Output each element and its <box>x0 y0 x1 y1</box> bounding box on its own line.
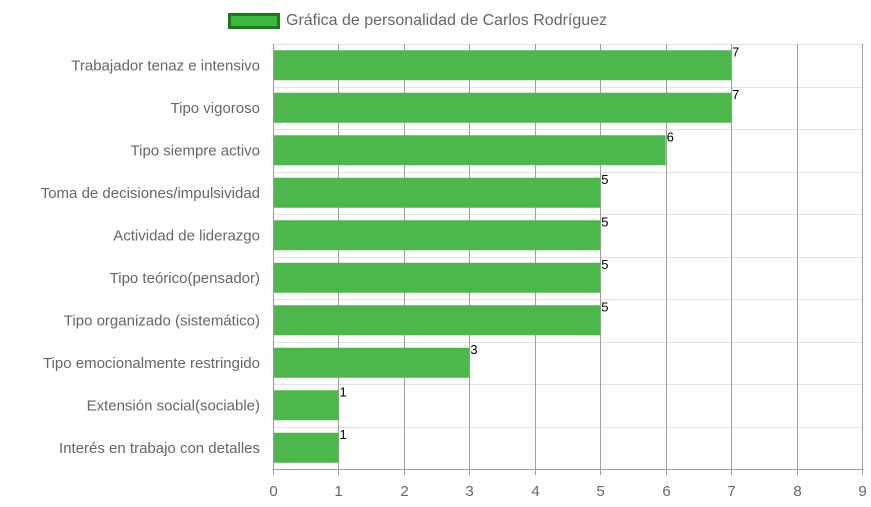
legend[interactable]: Gráfica de personalidad de Carlos Rodríg… <box>228 10 607 32</box>
category-label: Tipo teórico(pensador) <box>110 270 260 287</box>
bar <box>274 262 601 293</box>
category-label: Toma de decisiones/impulsividad <box>41 185 260 202</box>
data-label: 6 <box>667 129 674 144</box>
category-label: Interés en trabajo con detalles <box>59 440 260 457</box>
x-tick-label: 6 <box>662 483 670 500</box>
data-label: 7 <box>732 87 739 102</box>
x-tick-label: 4 <box>531 483 539 500</box>
data-label: 5 <box>601 299 608 314</box>
x-tick-label: 2 <box>400 483 408 500</box>
x-tick-label: 8 <box>793 483 801 500</box>
data-label: 5 <box>601 257 608 272</box>
bar <box>274 220 601 251</box>
data-label: 3 <box>470 342 477 357</box>
x-tick-label: 7 <box>727 483 735 500</box>
bar <box>274 92 732 123</box>
category-label: Tipo vigoroso <box>171 100 261 117</box>
bar <box>274 135 666 166</box>
bar <box>274 347 470 378</box>
category-label: Extensión social(sociable) <box>87 397 260 414</box>
data-label: 1 <box>339 427 346 442</box>
data-label: 5 <box>601 214 608 229</box>
bar <box>274 305 601 336</box>
category-label: Tipo emocionalmente restringido <box>43 355 260 372</box>
bar <box>274 177 601 208</box>
category-label: Tipo siempre activo <box>131 142 261 159</box>
category-label: Actividad de liderazgo <box>113 227 260 244</box>
bar <box>274 50 732 81</box>
x-tick-label: 1 <box>334 483 342 500</box>
x-tick-label: 0 <box>269 483 277 500</box>
x-tick-label: 3 <box>465 483 473 500</box>
bar <box>274 390 339 421</box>
data-label: 1 <box>339 384 346 399</box>
x-tick-label: 5 <box>596 483 604 500</box>
legend-label: Gráfica de personalidad de Carlos Rodríg… <box>286 12 608 29</box>
category-label: Trabajador tenaz e intensivo <box>71 57 260 74</box>
x-tick-label: 9 <box>858 483 866 500</box>
legend-swatch <box>228 13 280 29</box>
category-label: Tipo organizado (sistemático) <box>64 312 260 329</box>
data-label: 5 <box>601 172 608 187</box>
bar <box>274 432 339 463</box>
data-label: 7 <box>732 44 739 59</box>
